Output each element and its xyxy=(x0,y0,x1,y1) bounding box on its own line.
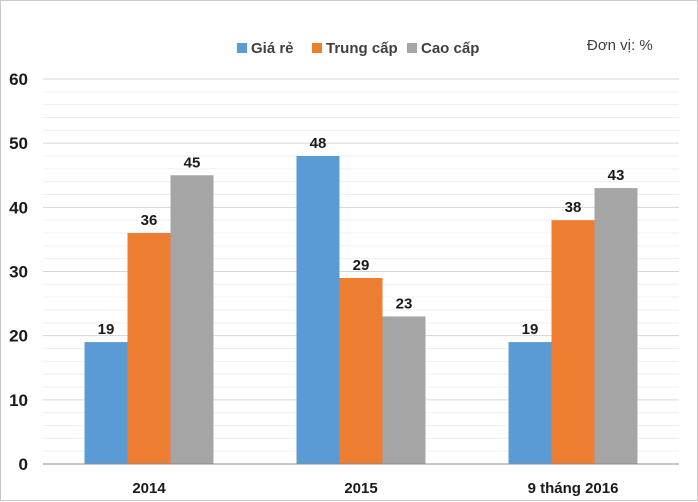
bar xyxy=(339,277,383,464)
y-tick-label: 50 xyxy=(9,134,28,153)
legend: Giá rẻ Trung cấp Cao cấp xyxy=(237,40,479,57)
bar xyxy=(382,316,426,464)
data-label: 36 xyxy=(141,212,158,229)
legend-swatch xyxy=(237,43,247,53)
y-tick-label: 30 xyxy=(9,263,28,282)
y-tick-label: 10 xyxy=(9,391,28,410)
data-label: 23 xyxy=(396,295,413,312)
data-label: 43 xyxy=(608,167,625,184)
legend-swatch xyxy=(312,43,322,53)
data-label: 45 xyxy=(184,154,201,171)
y-tick-label: 40 xyxy=(9,198,28,217)
x-category-label: 2014 xyxy=(132,480,166,497)
legend-label: Trung cấp xyxy=(326,40,398,57)
bar xyxy=(508,342,552,464)
bar xyxy=(127,233,171,464)
data-label: 19 xyxy=(98,321,115,338)
y-tick-label: 20 xyxy=(9,327,28,346)
x-category-label: 2015 xyxy=(344,480,377,497)
legend-swatch xyxy=(407,43,417,53)
bars xyxy=(84,156,638,465)
bar xyxy=(594,188,638,465)
bar xyxy=(551,220,595,464)
unit-label: Đơn vị: % xyxy=(587,37,653,54)
data-label: 38 xyxy=(565,199,582,216)
bar xyxy=(296,156,340,464)
y-tick-label: 0 xyxy=(19,455,28,474)
bar xyxy=(84,342,128,464)
legend-label: Giá rẻ xyxy=(251,40,294,57)
x-category-label: 9 tháng 2016 xyxy=(528,480,619,497)
y-tick-label: 60 xyxy=(9,70,28,89)
bar xyxy=(170,175,214,464)
data-label: 29 xyxy=(353,257,370,274)
data-label: 48 xyxy=(310,135,327,152)
axes: 0 10 20 30 40 50 60 2014 2015 9 tháng 2016 xyxy=(9,70,679,497)
data-labels: 19 36 45 48 29 23 19 38 43 xyxy=(98,135,625,338)
legend-label: Cao cấp xyxy=(421,40,479,57)
data-label: 19 xyxy=(522,321,539,338)
